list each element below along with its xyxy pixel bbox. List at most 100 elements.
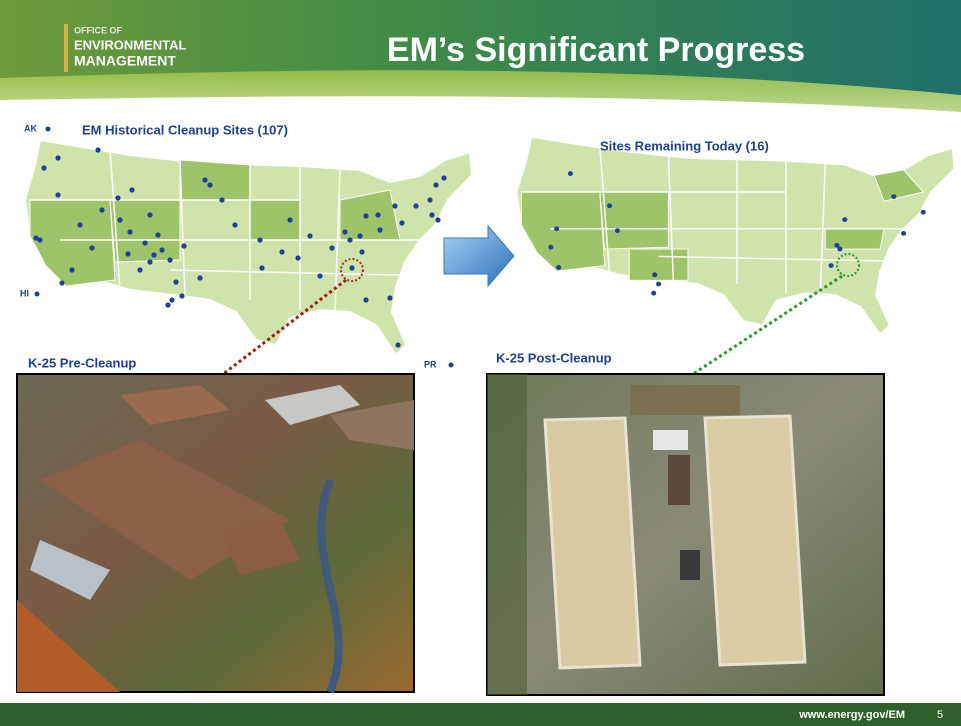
site-dot — [387, 295, 392, 300]
site-dot — [37, 237, 42, 242]
site-dot — [77, 222, 82, 227]
site-dot — [99, 207, 104, 212]
site-dot — [842, 217, 847, 222]
site-dot — [441, 175, 446, 180]
site-dot — [342, 229, 347, 234]
site-dot — [433, 182, 438, 187]
site-dot — [41, 165, 46, 170]
site-dot — [413, 203, 418, 208]
logo-line: OFFICE OF — [74, 25, 122, 35]
site-dot — [59, 280, 64, 285]
site-dot — [395, 342, 400, 347]
site-dot — [363, 213, 368, 218]
site-dot — [349, 265, 354, 270]
site-dot — [317, 273, 322, 278]
site-dot — [656, 282, 661, 287]
site-dot — [329, 245, 334, 250]
site-dot — [142, 240, 147, 245]
site-dot — [429, 212, 434, 217]
site-dot — [399, 220, 404, 225]
page-number: 5 — [937, 709, 943, 721]
site-dot — [279, 249, 284, 254]
state — [521, 192, 604, 271]
site-dot — [167, 257, 172, 262]
slide: OFFICE OF ENVIRONMENTAL MANAGEMENT EM’s … — [0, 0, 961, 726]
map-title: EM Historical Cleanup Sites (107) — [82, 122, 288, 137]
site-dot — [901, 231, 906, 236]
site-dot — [427, 197, 432, 202]
site-dot — [35, 292, 40, 297]
site-dot — [179, 293, 184, 298]
site-dot — [55, 155, 60, 160]
site-dot — [357, 233, 362, 238]
site-dot — [615, 228, 620, 233]
photo-caption: K-25 Post-Cleanup — [496, 350, 612, 365]
logo-line: MANAGEMENT — [74, 53, 176, 69]
site-dot — [652, 272, 657, 277]
us-map — [25, 140, 472, 355]
site-dot — [155, 232, 160, 237]
site-dot — [295, 255, 300, 260]
site-dot — [363, 297, 368, 302]
state — [180, 160, 250, 200]
site-dot — [55, 192, 60, 197]
site-dot — [257, 237, 262, 242]
site-dot — [548, 245, 553, 250]
slide-title: EM’s Significant Progress — [387, 31, 805, 69]
site-dot — [169, 297, 174, 302]
site-dot — [125, 251, 130, 256]
us-map — [517, 137, 955, 335]
site-dot — [837, 247, 842, 252]
state — [629, 249, 688, 280]
site-dot — [147, 212, 152, 217]
site-dot — [568, 171, 573, 176]
state — [30, 200, 115, 286]
site-dot — [449, 363, 454, 368]
site-dot — [69, 267, 74, 272]
site-dot — [159, 247, 164, 252]
site-dot — [392, 203, 397, 208]
site-dot — [554, 226, 559, 231]
site-dot — [46, 127, 51, 132]
site-dot — [147, 259, 152, 264]
site-dot — [173, 279, 178, 284]
site-dot — [197, 275, 202, 280]
site-dot — [891, 194, 896, 199]
site-dot — [435, 217, 440, 222]
site-dot — [307, 233, 312, 238]
site-dot — [129, 187, 134, 192]
state — [600, 192, 669, 249]
site-dot — [232, 222, 237, 227]
logo-bar — [64, 24, 68, 72]
site-dot — [829, 263, 834, 268]
photo-caption: K-25 Pre-Cleanup — [28, 355, 136, 370]
site-dot — [207, 182, 212, 187]
site-dot — [219, 197, 224, 202]
site-dot — [137, 267, 142, 272]
footer-url: www.energy.gov/EM — [798, 709, 905, 721]
site-dot — [347, 237, 352, 242]
logo-line: ENVIRONMENTAL — [74, 37, 186, 52]
site-dot — [202, 177, 207, 182]
site-dot — [165, 302, 170, 307]
state — [110, 200, 180, 262]
site-dot — [607, 203, 612, 208]
territory-label: AK — [24, 123, 37, 133]
territory-label: HI — [20, 288, 29, 298]
site-dot — [181, 243, 186, 248]
site-dot — [127, 229, 132, 234]
site-dot — [359, 249, 364, 254]
site-dot — [921, 210, 926, 215]
territory-label: PR — [424, 359, 437, 369]
site-dot — [556, 265, 561, 270]
site-dot — [95, 147, 100, 152]
state — [825, 229, 884, 249]
site-dot — [115, 195, 120, 200]
site-dot — [651, 291, 656, 296]
map-title: Sites Remaining Today (16) — [600, 138, 769, 153]
site-dot — [259, 265, 264, 270]
site-dot — [377, 227, 382, 232]
site-dot — [89, 245, 94, 250]
site-dot — [117, 217, 122, 222]
transition-arrow — [444, 226, 514, 286]
